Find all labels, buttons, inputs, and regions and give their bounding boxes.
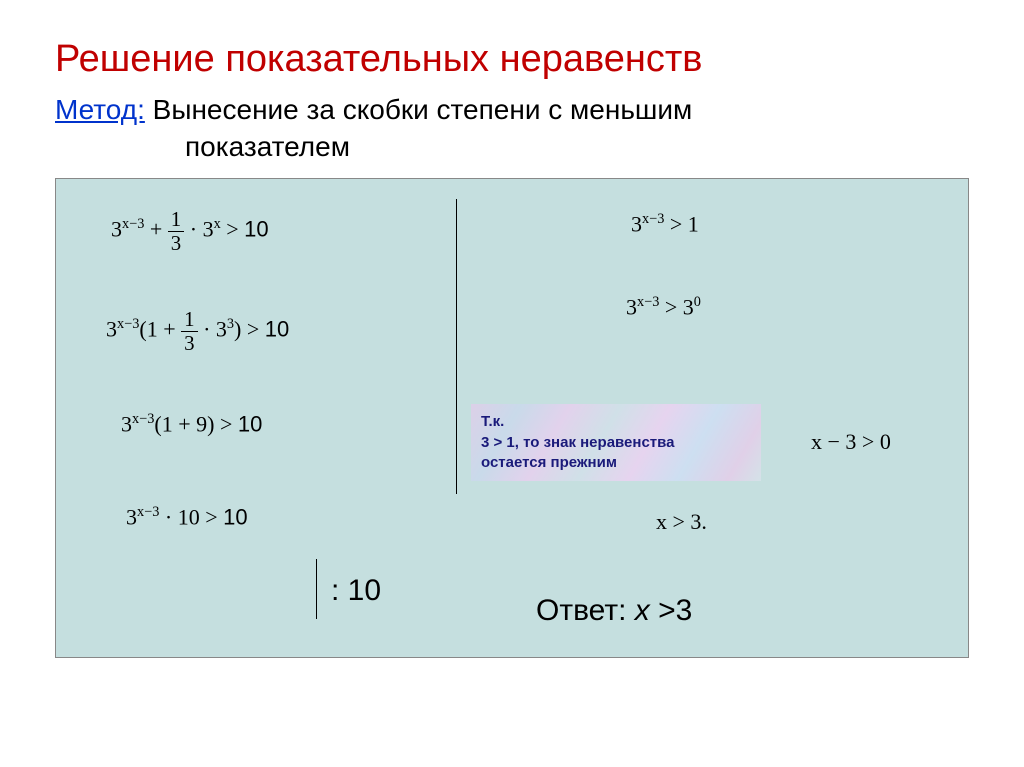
eq-cmp: > (241, 317, 264, 342)
eq-rest: (1 + 9) (154, 412, 214, 437)
frac-num: 1 (168, 209, 184, 232)
eq-mid: · 3 (184, 217, 213, 242)
eq-plus: + (144, 217, 167, 242)
eq-cmp: > (664, 212, 687, 237)
eq-exp: x−3 (137, 504, 159, 520)
answer-label: Ответ: (536, 594, 635, 627)
answer-var: x (635, 594, 650, 627)
divide-label: : 10 (331, 574, 381, 608)
eq-right-3: x − 3 > 0 (811, 429, 891, 455)
eq-exp2: x (214, 217, 221, 233)
method-label: Метод: (55, 94, 145, 125)
eq-val: 10 (265, 317, 289, 342)
eq-cmp: > (200, 505, 223, 530)
eq-base: 3 (111, 217, 122, 242)
eq-cmp: > (214, 412, 237, 437)
fraction: 13 (168, 209, 184, 254)
note-box: Т.к. 3 > 1, то знак неравенства остается… (471, 404, 761, 481)
eq-exp: x−3 (642, 211, 664, 227)
eq-val: 10 (238, 412, 262, 437)
eq-exp2: 3 (227, 317, 234, 333)
solution-panel: 3x−3 + 13 · 3x > 10 3x−3(1 + 13 · 33) > … (55, 178, 969, 658)
note-line-3: остается прежним (481, 453, 751, 473)
eq-right-1: 3x−3 > 1 (631, 211, 699, 237)
eq-left-4: 3x−3 · 10 > 10 (126, 504, 248, 530)
answer: Ответ: x >3 (536, 594, 692, 628)
eq-left-2: 3x−3(1 + 13 · 33) > 10 (106, 309, 289, 354)
eq-exp: x−3 (637, 294, 659, 310)
eq-exp: x−3 (132, 411, 154, 427)
method-text-2: показателем (55, 131, 969, 163)
eq-open: (1 + (139, 317, 181, 342)
answer-rest: >3 (650, 594, 693, 627)
method-text-1: Вынесение за скобки степени с меньшим (145, 94, 692, 125)
eq-right-4: x > 3. (656, 509, 707, 535)
eq-val: 1 (688, 212, 699, 237)
eq-base: 3 (106, 317, 117, 342)
note-line-2: 3 > 1, то знак неравенства (481, 433, 751, 453)
mini-divider (316, 559, 317, 619)
frac-den: 3 (168, 232, 184, 254)
eq-base: 3 (121, 412, 132, 437)
eq-exp: x−3 (122, 217, 144, 233)
slide-title: Решение показательных неравенств (55, 35, 969, 84)
note-line-1: Т.к. (481, 412, 751, 432)
eq-cmp: > (659, 295, 682, 320)
fraction: 13 (181, 309, 197, 354)
frac-den: 3 (181, 332, 197, 354)
eq-rest: · 10 (159, 505, 199, 530)
vertical-divider (456, 199, 457, 494)
eq-right-2: 3x−3 > 30 (626, 294, 701, 320)
eq-left-3: 3x−3(1 + 9) > 10 (121, 411, 262, 437)
method-line: Метод: Вынесение за скобки степени с мен… (55, 94, 969, 126)
eq-rexp: 0 (694, 294, 701, 310)
eq-exp: x−3 (117, 317, 139, 333)
eq-mid: · 3 (198, 317, 227, 342)
eq-val: 10 (244, 217, 268, 242)
eq-val: 10 (223, 505, 247, 530)
frac-num: 1 (181, 309, 197, 332)
eq-base: 3 (626, 295, 637, 320)
eq-cmp: > (221, 217, 244, 242)
slide: Решение показательных неравенств Метод: … (0, 0, 1024, 767)
eq-rbase: 3 (683, 295, 694, 320)
eq-left-1: 3x−3 + 13 · 3x > 10 (111, 209, 269, 254)
eq-base: 3 (126, 505, 137, 530)
eq-base: 3 (631, 212, 642, 237)
